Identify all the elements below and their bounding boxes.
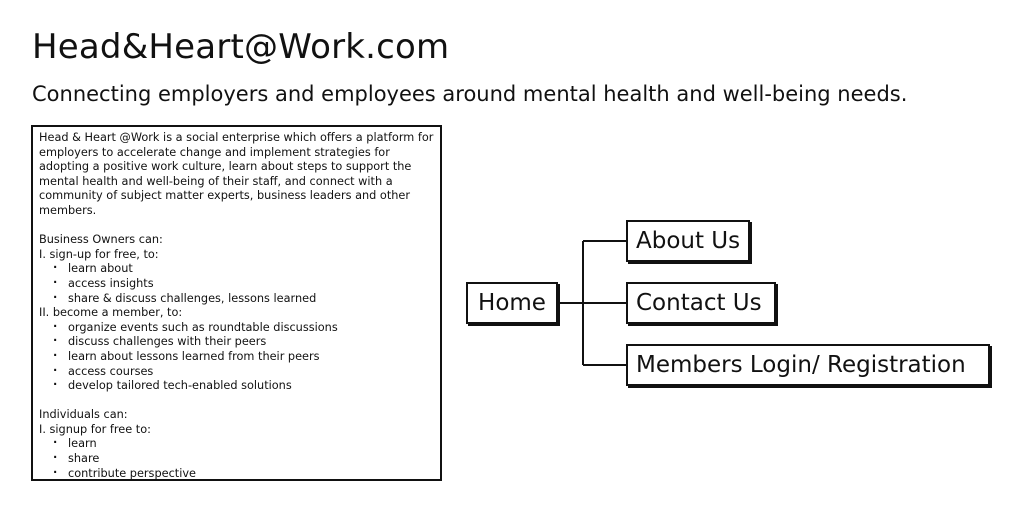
- site-tagline: Connecting employers and employees aroun…: [32, 82, 908, 106]
- list-item: contribute perspective: [53, 466, 434, 479]
- individuals-heading: Individuals can:: [39, 408, 128, 422]
- list-item: learn about: [53, 261, 434, 277]
- sitemap-node-members-login[interactable]: Members Login/ Registration: [626, 344, 990, 386]
- business-owners-heading: Business Owners can:: [39, 233, 163, 247]
- spacer: [39, 394, 434, 409]
- list-item: access insights: [53, 276, 434, 292]
- business-signup-heading: I. sign-up for free, to:: [39, 247, 159, 261]
- list-item: organize events such as roundtable discu…: [53, 320, 434, 336]
- individuals-list: learn share contribute perspective: [39, 436, 434, 479]
- intro-text: Head & Heart @Work is a social enterpris…: [39, 131, 434, 217]
- sitemap-node-contact-us[interactable]: Contact Us: [626, 282, 776, 324]
- list-item: access courses: [53, 364, 434, 380]
- list-item: share: [53, 451, 434, 467]
- individuals-signup-heading: I. signup for free to:: [39, 422, 151, 436]
- list-item: share & discuss challenges, lessons lear…: [53, 291, 434, 307]
- list-item: discuss challenges with their peers: [53, 334, 434, 350]
- business-member-heading: II. become a member, to:: [39, 306, 183, 320]
- site-title: Head&Heart@Work.com: [32, 27, 450, 67]
- list-item: learn: [53, 436, 434, 452]
- sitemap-node-home[interactable]: Home: [466, 282, 558, 324]
- business-member-list: organize events such as roundtable discu…: [39, 320, 434, 394]
- list-item: develop tailored tech-enabled solutions: [53, 378, 434, 394]
- list-item: learn about lessons learned from their p…: [53, 349, 434, 365]
- description-box: Head & Heart @Work is a social enterpris…: [31, 125, 442, 481]
- sitemap-node-about-us[interactable]: About Us: [626, 220, 750, 262]
- business-signup-list: learn about access insights share & disc…: [39, 261, 434, 307]
- spacer: [39, 219, 434, 234]
